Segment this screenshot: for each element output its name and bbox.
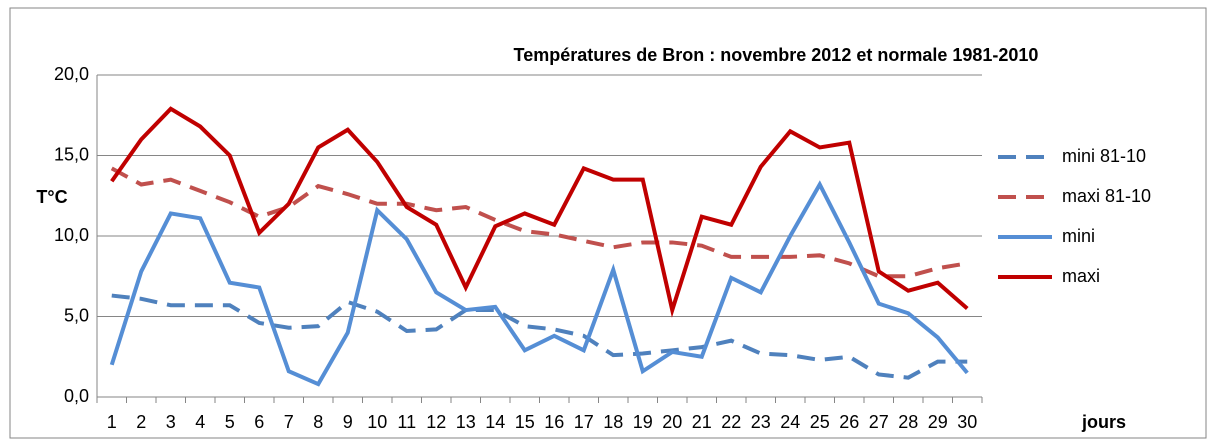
series-line <box>110 166 968 279</box>
chart-title: Températures de Bron : novembre 2012 et … <box>514 45 1039 65</box>
x-tick-label: 4 <box>195 412 205 432</box>
x-tick-label: 25 <box>810 412 830 432</box>
y-axis-label: T°C <box>36 187 67 207</box>
y-tick-label: 0,0 <box>64 386 89 406</box>
x-tick-label: 28 <box>898 412 918 432</box>
x-tick-label: 11 <box>397 412 416 432</box>
x-tick-label: 12 <box>426 412 446 432</box>
x-tick-label: 15 <box>515 412 535 432</box>
series-line <box>109 180 969 387</box>
x-tick-label: 22 <box>721 412 741 432</box>
x-tick-label: 1 <box>107 412 117 432</box>
x-tick-label: 13 <box>456 412 476 432</box>
x-tick-label: 14 <box>485 412 505 432</box>
x-tick-label: 7 <box>284 412 294 432</box>
legend-label: maxi <box>1062 266 1100 286</box>
x-tick-label: 9 <box>343 412 353 432</box>
legend-label: maxi 81-10 <box>1062 186 1151 206</box>
x-tick-label: 20 <box>662 412 682 432</box>
x-tick-label: 27 <box>869 412 889 432</box>
x-tick-label: 16 <box>544 412 564 432</box>
x-tick-label: 19 <box>633 412 653 432</box>
x-tick-label: 26 <box>839 412 859 432</box>
x-tick-label: 18 <box>603 412 623 432</box>
x-tick-label: 29 <box>928 412 948 432</box>
x-tick-label: 10 <box>367 412 387 432</box>
x-axis-label: jours <box>1081 412 1126 432</box>
legend-label: mini 81-10 <box>1062 146 1146 166</box>
y-tick-label: 10,0 <box>54 225 89 245</box>
y-tick-label: 5,0 <box>64 305 89 325</box>
x-tick-label: 17 <box>574 412 594 432</box>
x-tick-label: 23 <box>751 412 771 432</box>
legend-label: mini <box>1062 226 1095 246</box>
y-tick-label: 15,0 <box>54 144 89 164</box>
x-tick-label: 6 <box>254 412 264 432</box>
y-tick-label: 20,0 <box>54 64 89 84</box>
x-tick-label: 21 <box>692 412 712 432</box>
chart-border <box>9 7 1207 439</box>
x-tick-label: 3 <box>166 412 176 432</box>
x-tick-label: 5 <box>225 412 235 432</box>
x-tick-label: 30 <box>957 412 977 432</box>
x-tick-label: 2 <box>136 412 146 432</box>
series-line <box>110 106 969 318</box>
x-tick-label: 8 <box>313 412 323 432</box>
series-line <box>111 293 968 380</box>
x-tick-label: 24 <box>780 412 800 432</box>
